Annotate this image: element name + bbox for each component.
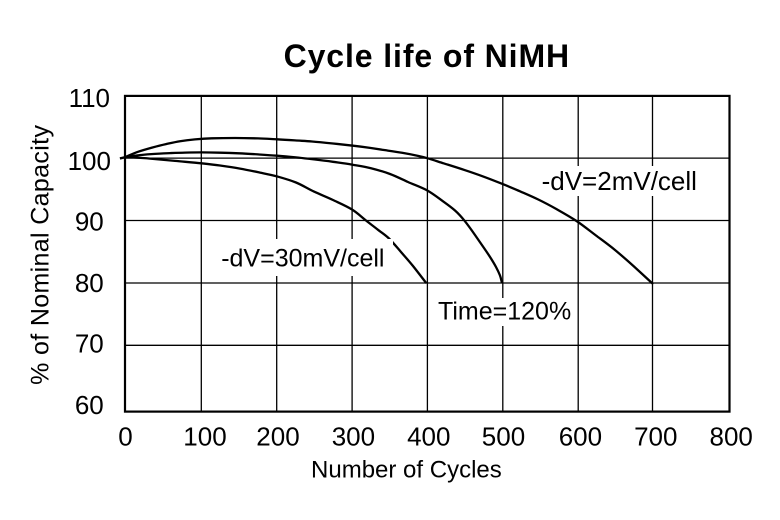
svg-text:Number of Cycles: Number of Cycles (311, 457, 502, 484)
svg-text:-dV=30mV/cell: -dV=30mV/cell (221, 245, 384, 273)
svg-text:700: 700 (634, 422, 677, 452)
svg-text:Cycle life of NiMH: Cycle life of NiMH (284, 38, 570, 74)
svg-text:70: 70 (75, 328, 104, 358)
svg-text:600: 600 (559, 422, 602, 452)
svg-text:800: 800 (710, 422, 753, 452)
svg-text:0: 0 (118, 422, 132, 452)
svg-text:60: 60 (75, 390, 104, 420)
svg-text:500: 500 (482, 422, 525, 452)
svg-text:Time=120%: Time=120% (438, 297, 571, 325)
svg-text:100: 100 (183, 422, 226, 452)
svg-text:% of Nominal Capacity: % of Nominal Capacity (27, 125, 55, 385)
svg-text:90: 90 (75, 206, 104, 236)
svg-text:80: 80 (75, 268, 104, 298)
svg-text:100: 100 (68, 146, 111, 176)
svg-text:400: 400 (407, 422, 450, 452)
svg-text:200: 200 (256, 422, 299, 452)
svg-text:110: 110 (69, 83, 110, 113)
svg-text:-dV=2mV/cell: -dV=2mV/cell (542, 166, 697, 196)
svg-text:300: 300 (332, 422, 375, 452)
